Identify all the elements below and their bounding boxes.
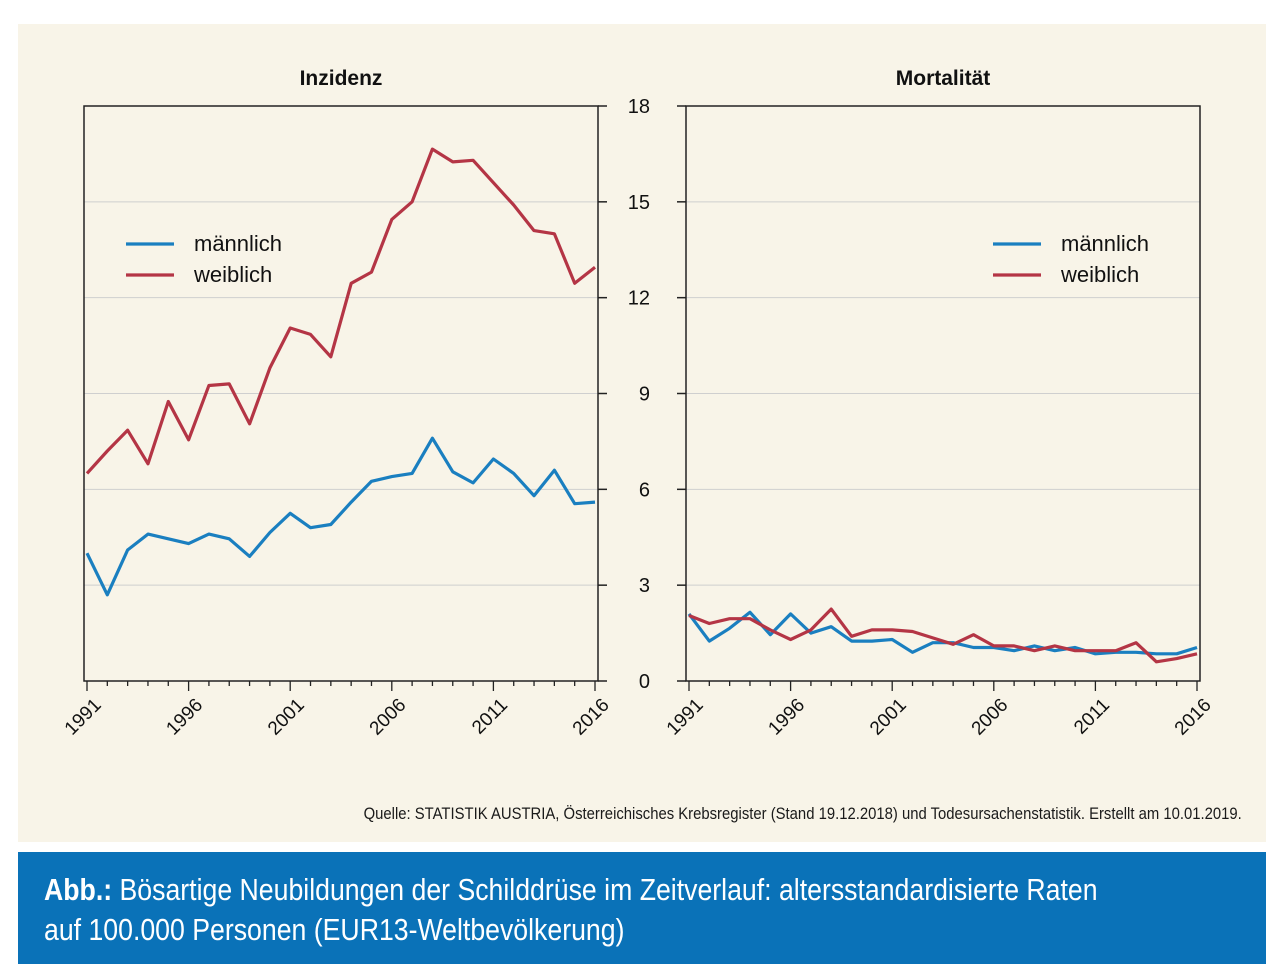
ytick-label-6: 18 [628,96,650,118]
xtick-label-0-4: 2011 [468,695,512,739]
source-note: Quelle: STATISTIK AUSTRIA, Österreichisc… [363,805,1242,823]
xtick-label-1-4: 2011 [1070,695,1114,739]
xtick-label-1-5: 2016 [1171,695,1216,740]
xtick-label-0-2: 2001 [264,695,309,740]
xtick-label-0-0: 1991 [61,695,106,740]
legend-label-1-0: männlich [1061,231,1149,256]
xtick-label-0-1: 1996 [162,695,207,740]
legend-label-0-0: männlich [194,231,282,256]
ytick-label-5: 15 [628,192,650,214]
xtick-label-1-2: 2001 [866,695,911,740]
caption-line-1: Abb.: Bösartige Neubildungen der Schildd… [44,870,1098,910]
panel-title-0: Inzidenz [300,67,383,90]
caption-prefix: Abb.: [44,872,113,907]
figure-panel: Inzidenz 1991 1996 2001 2006 2011 2016 männlich… [18,24,1266,842]
ytick-label-1: 3 [639,575,650,597]
chart-canvas: Inzidenz 1991 1996 2001 2006 2011 2016 männlich… [61,67,1216,740]
series-line-1-female [688,607,1198,664]
ytick-label-0: 0 [639,671,650,693]
legend-label-1-1: weiblich [1060,262,1139,287]
xtick-label-1-0: 1991 [663,695,708,740]
xtick-label-1-1: 1996 [764,695,809,740]
xtick-label-0-5: 2016 [569,695,614,740]
xtick-label-0-3: 2006 [366,695,411,740]
legend-label-0-1: weiblich [193,262,272,287]
ytick-label-2: 6 [639,479,650,501]
panel-title-1: Mortalität [896,67,991,90]
xtick-label-1-3: 2006 [968,695,1013,740]
caption-text-1: Bösartige Neubildungen der Schilddrüse i… [112,872,1098,907]
series-line-0-male [85,436,596,597]
ytick-label-3: 9 [639,384,650,406]
ytick-label-4: 12 [628,288,650,310]
caption-line-2: auf 100.000 Personen (EUR13-Weltbevölker… [44,912,625,947]
figure-caption: Abb.: Bösartige Neubildungen der Schildd… [18,852,1266,964]
series-line-0-female [85,147,596,475]
